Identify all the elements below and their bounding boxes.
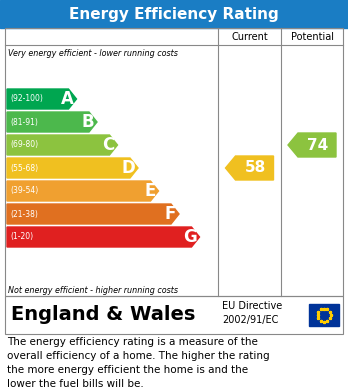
Text: Potential: Potential [291,32,333,41]
Text: Not energy efficient - higher running costs: Not energy efficient - higher running co… [8,286,178,295]
Bar [5,28,343,296]
Text: B: B [81,113,94,131]
Text: (39-54): (39-54) [10,187,38,196]
Text: G: G [183,228,197,246]
Polygon shape [226,156,274,180]
Text: (81-91): (81-91) [10,118,38,127]
Text: 58: 58 [245,160,266,176]
Polygon shape [7,89,77,109]
Polygon shape [7,158,138,178]
Polygon shape [7,181,158,201]
Text: EU Directive
2002/91/EC: EU Directive 2002/91/EC [222,301,282,325]
Text: Current: Current [231,32,268,41]
Text: D: D [121,159,135,177]
Text: (69-80): (69-80) [10,140,38,149]
Text: The energy efficiency rating is a measure of the
overall efficiency of a home. T: The energy efficiency rating is a measur… [7,337,270,389]
Text: (1-20): (1-20) [10,233,33,242]
Text: A: A [61,90,73,108]
Polygon shape [7,227,199,247]
Polygon shape [7,112,97,132]
Polygon shape [7,204,179,224]
Text: 74: 74 [307,138,329,152]
Polygon shape [7,135,118,155]
Text: (92-100): (92-100) [10,95,43,104]
Bar [5,296,343,334]
Text: E: E [144,182,156,200]
Text: Very energy efficient - lower running costs: Very energy efficient - lower running co… [8,49,178,58]
Text: F: F [165,205,176,223]
Bar [309,304,339,326]
Text: C: C [102,136,114,154]
Text: England & Wales: England & Wales [11,305,195,325]
Text: Energy Efficiency Rating: Energy Efficiency Rating [69,7,279,22]
Polygon shape [288,133,336,157]
Text: (55-68): (55-68) [10,163,38,172]
Bar [0,0,348,28]
Text: (21-38): (21-38) [10,210,38,219]
